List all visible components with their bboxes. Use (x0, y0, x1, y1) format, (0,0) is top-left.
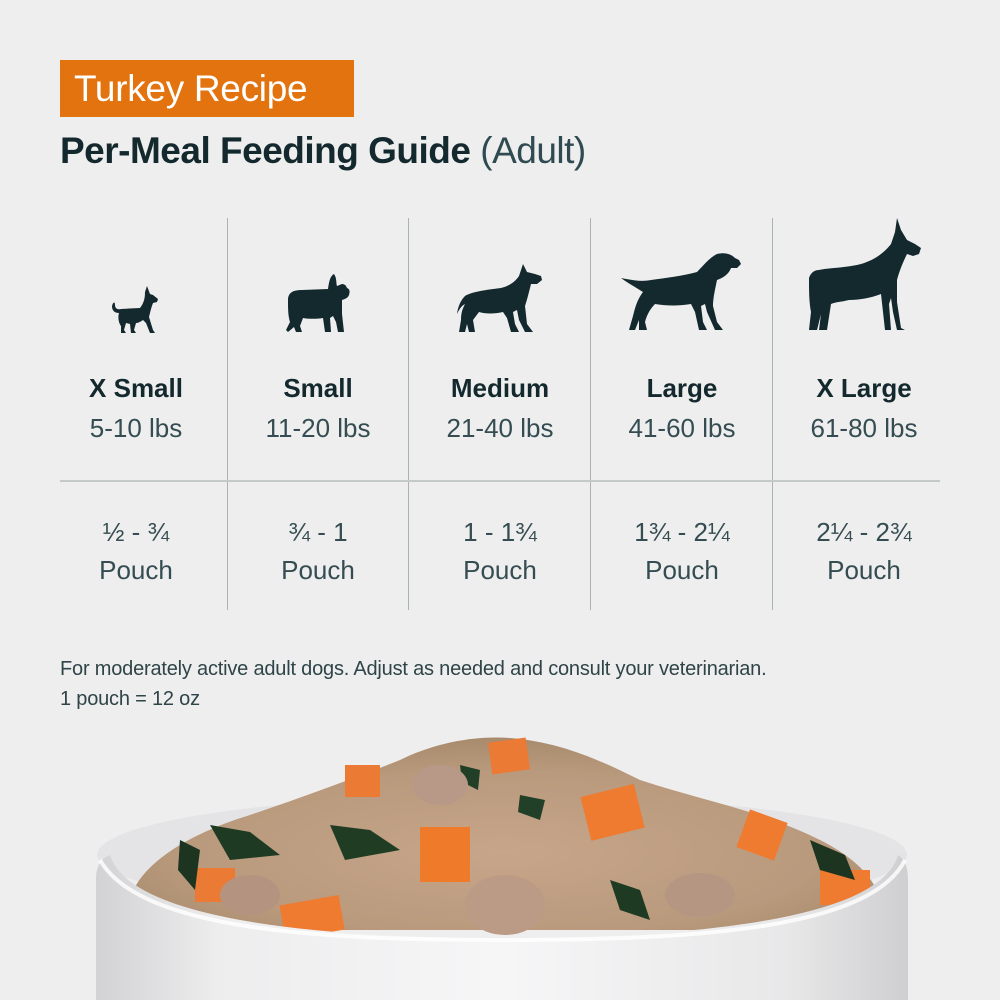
size-name: Large (646, 373, 718, 403)
portion-unit: Pouch (281, 555, 355, 585)
medium-dog-icon (409, 262, 591, 334)
size-name: X Large (816, 373, 912, 403)
portion-amount: 1¾ - 2¼ Pouch (591, 513, 773, 589)
portion-amount: ½ - ¾ Pouch (45, 513, 227, 589)
french-bulldog-icon (227, 272, 409, 334)
column-divider (408, 218, 409, 610)
size-column-xlarge: X Large 61-80 lbs 2¼ - 2¾ Pouch (773, 218, 955, 610)
page-title: Per-Meal Feeding Guide (Adult) (60, 130, 586, 172)
row-divider (60, 480, 940, 482)
size-weight: 5-10 lbs (89, 413, 183, 443)
food-bowl-image (0, 720, 1000, 1000)
size-weight: 11-20 lbs (265, 413, 371, 443)
portion-amount: 1 - 1¾ Pouch (409, 513, 591, 589)
column-divider (590, 218, 591, 610)
size-column-small: Small 11-20 lbs ¾ - 1 Pouch (227, 218, 409, 610)
size-weight: 61-80 lbs (810, 413, 918, 443)
footnote: For moderately active adult dogs. Adjust… (60, 654, 767, 714)
labrador-icon (591, 250, 773, 332)
portion-unit: Pouch (827, 555, 901, 585)
recipe-badge: Turkey Recipe (60, 60, 354, 117)
portion-range: ½ - ¾ (102, 517, 170, 547)
column-divider (772, 218, 773, 610)
portion-unit: Pouch (99, 555, 173, 585)
size-column-xsmall: X Small 5-10 lbs ½ - ¾ Pouch (45, 218, 227, 610)
size-name: Medium (450, 373, 550, 403)
column-divider (227, 218, 228, 610)
portion-range: ¾ - 1 (288, 517, 348, 547)
feeding-table: X Small 5-10 lbs ½ - ¾ Pouch Small 11-20… (45, 218, 955, 610)
chihuahua-icon (45, 286, 227, 334)
size-weight: 21-40 lbs (446, 413, 554, 443)
size-column-medium: Medium 21-40 lbs 1 - 1¾ Pouch (409, 218, 591, 610)
great-dane-icon (773, 218, 955, 332)
portion-range: 1 - 1¾ (463, 517, 537, 547)
size-name: X Small (89, 373, 183, 403)
portion-amount: 2¼ - 2¾ Pouch (773, 513, 955, 589)
portion-unit: Pouch (463, 555, 537, 585)
size-weight: 41-60 lbs (628, 413, 736, 443)
portion-amount: ¾ - 1 Pouch (227, 513, 409, 589)
size-name: Small (283, 373, 353, 403)
size-column-large: Large 41-60 lbs 1¾ - 2¼ Pouch (591, 218, 773, 610)
footnote-line2: 1 pouch = 12 oz (60, 688, 200, 710)
page-title-sub: (Adult) (480, 130, 586, 171)
page-title-main: Per-Meal Feeding Guide (60, 130, 471, 171)
portion-unit: Pouch (645, 555, 719, 585)
portion-range: 1¾ - 2¼ (634, 517, 730, 547)
footnote-line1: For moderately active adult dogs. Adjust… (60, 658, 767, 680)
portion-range: 2¼ - 2¾ (816, 517, 912, 547)
food-bowl-illustration (96, 737, 908, 1000)
